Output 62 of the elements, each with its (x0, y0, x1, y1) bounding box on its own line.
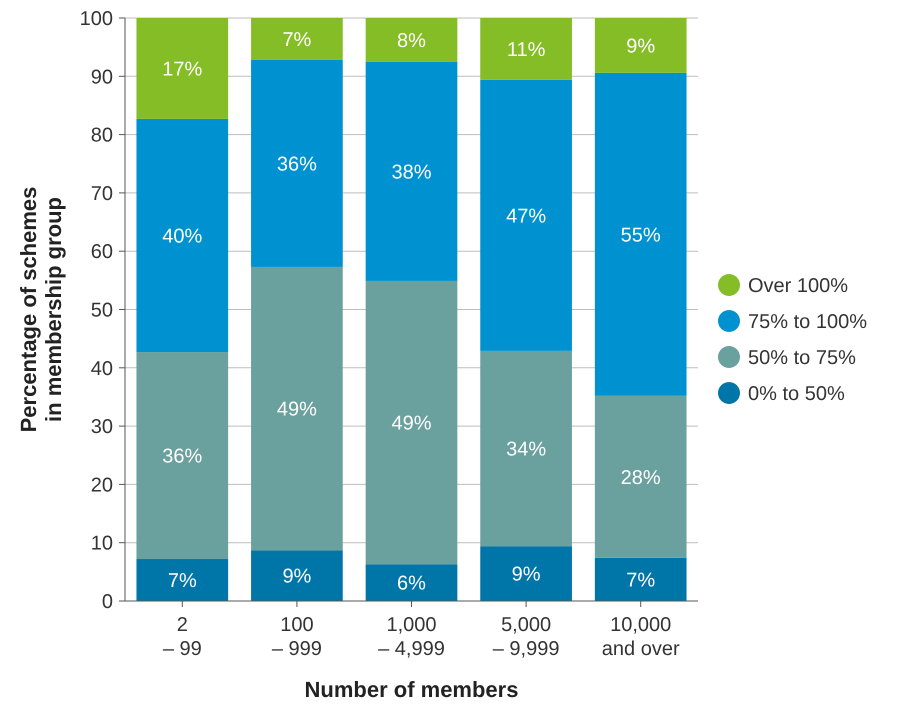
data-label: 8% (397, 30, 426, 52)
bar (366, 62, 458, 281)
y-tick-label: 100 (80, 8, 113, 30)
bar (251, 550, 343, 601)
bar (366, 280, 458, 564)
bar (136, 352, 228, 560)
data-label: 6% (397, 572, 426, 595)
data-label: 9% (626, 35, 656, 58)
y-tick-label: 70 (90, 182, 113, 205)
bar (136, 118, 228, 352)
data-label: 9% (282, 566, 312, 588)
legend-label: 0% to 50% (748, 383, 845, 405)
y-axis-title: Percentage of schemes in membership group (16, 186, 66, 432)
y-tick-label: 80 (90, 124, 113, 147)
x-tick-label: 100 – 999 (272, 614, 322, 660)
bar (594, 396, 687, 558)
x-axis-title: Number of members (304, 677, 518, 702)
data-label: 36% (162, 446, 203, 468)
x-tick-label: 1,000 – 4,999 (378, 614, 445, 660)
bar (136, 559, 228, 601)
data-label: 34% (506, 438, 546, 461)
data-label: 38% (391, 161, 432, 184)
y-tick-label: 30 (90, 416, 113, 438)
data-label: 7% (626, 569, 656, 592)
bar (366, 18, 458, 62)
bar (136, 18, 228, 119)
y-tick-label: 90 (90, 66, 113, 88)
data-label: 28% (620, 466, 661, 489)
bar (251, 60, 343, 267)
x-tick-label: 5,000 – 9,999 (492, 614, 560, 660)
bar (480, 546, 572, 601)
y-tick-label: 40 (90, 358, 113, 380)
data-label: 11% (506, 38, 546, 61)
data-label: 47% (506, 205, 546, 228)
data-label: 17% (162, 58, 203, 80)
y-tick-label: 10 (90, 532, 113, 555)
x-tick-label: 2 – 99 (162, 614, 202, 660)
bar (594, 18, 687, 73)
y-tick-label: 60 (90, 241, 113, 264)
data-label: 49% (391, 412, 432, 435)
y-tick-label: 0 (102, 591, 113, 613)
bar (366, 564, 458, 601)
legend-label: 50% to 75% (748, 347, 856, 369)
data-label: 7% (282, 28, 312, 51)
y-tick-label: 20 (90, 474, 113, 496)
data-label: 7% (168, 570, 197, 592)
bar (480, 80, 572, 351)
x-tick-label: 10,000 and over (602, 614, 680, 660)
data-label: 55% (620, 224, 661, 246)
bar (594, 72, 687, 396)
bar (480, 18, 572, 80)
bar (251, 266, 343, 550)
legend-label: Over 100% (748, 275, 848, 297)
data-label: 49% (276, 398, 318, 421)
bar (480, 350, 572, 546)
data-label: 36% (276, 153, 318, 176)
data-label: 40% (162, 225, 203, 248)
bar (594, 558, 687, 601)
data-label: 9% (512, 564, 541, 586)
bar (251, 18, 343, 60)
y-tick-label: 50 (90, 300, 113, 322)
legend-label: 75% to 100% (748, 311, 868, 333)
